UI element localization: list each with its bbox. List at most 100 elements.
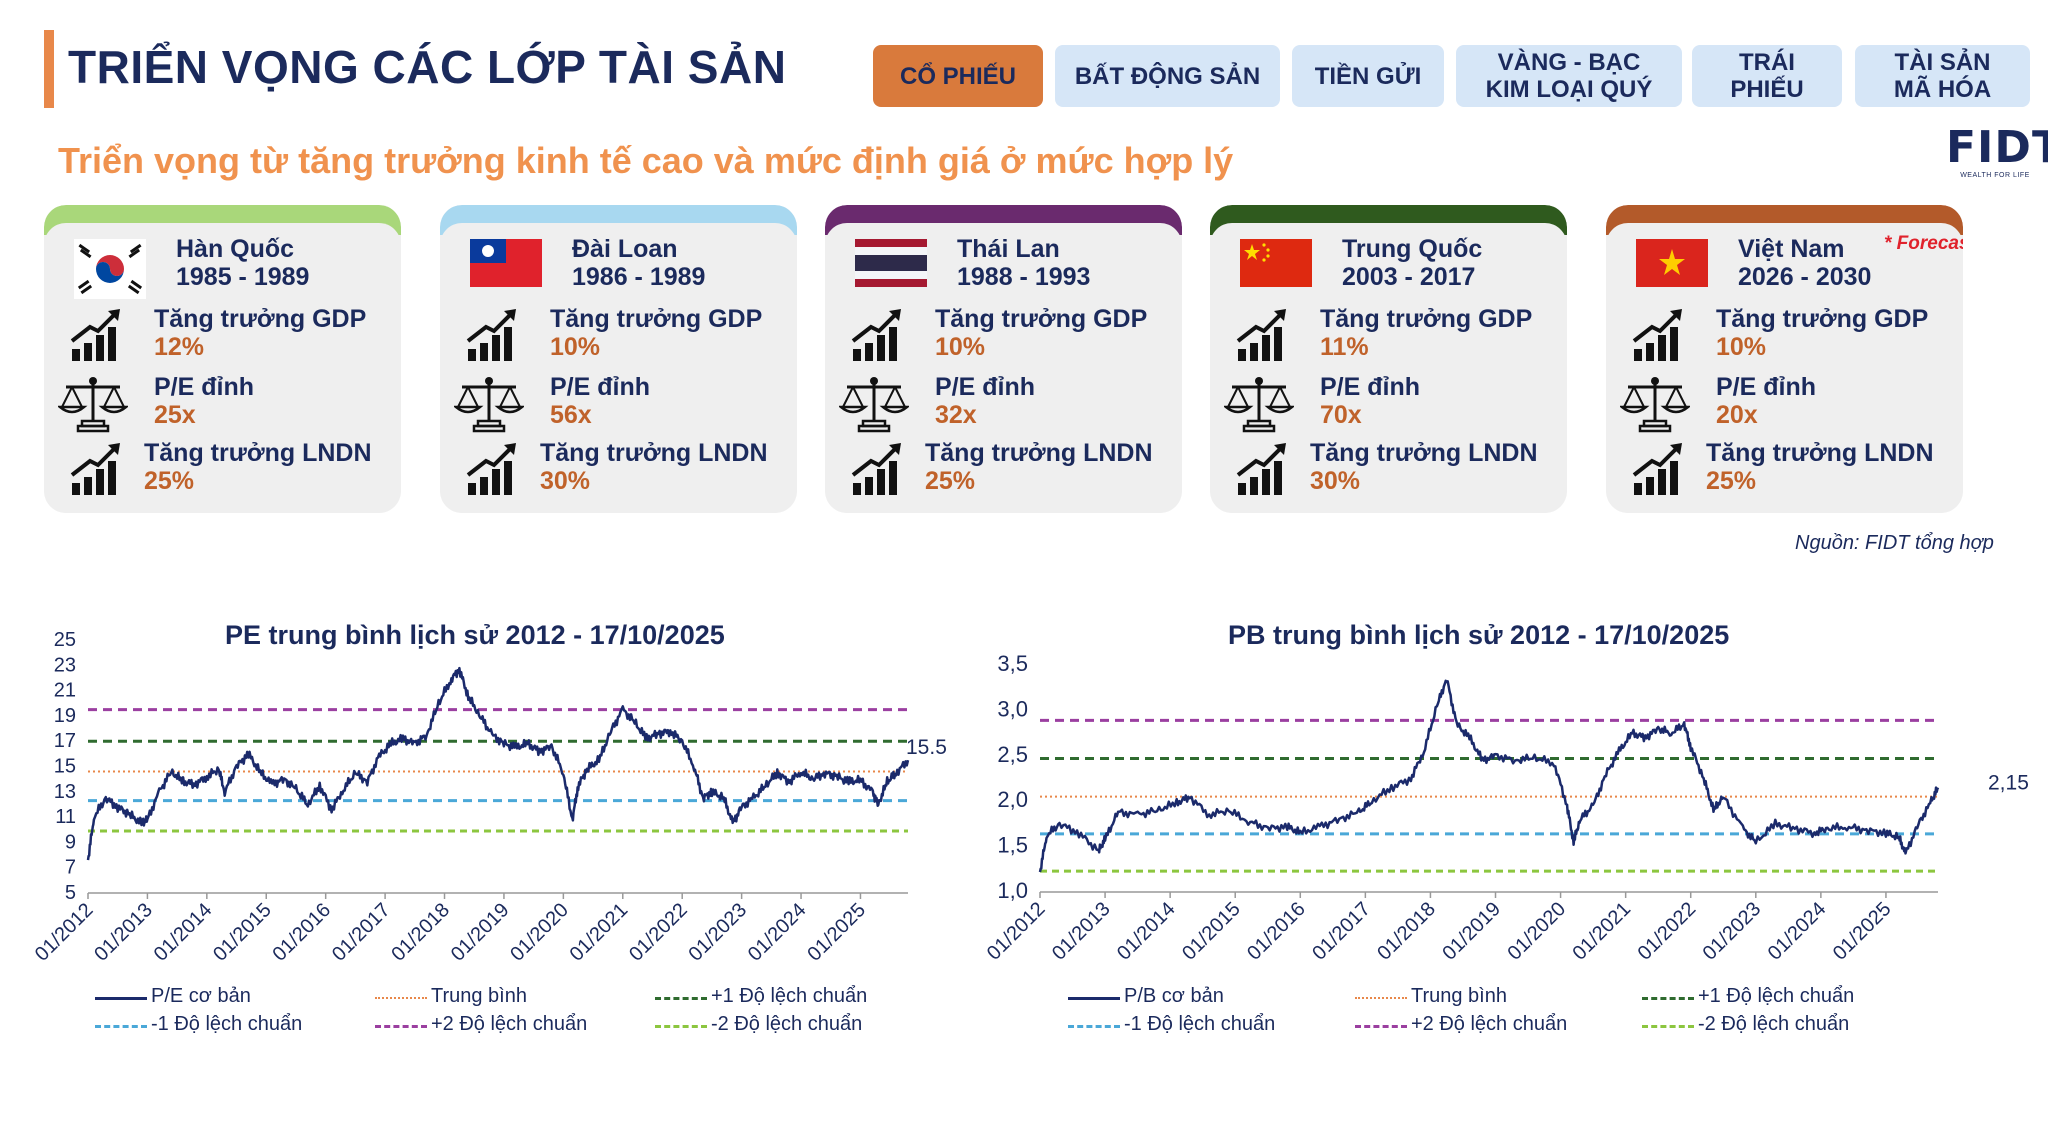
legend-label: +1 Độ lệch chuẩn xyxy=(1698,985,1855,1007)
legend-swatch xyxy=(95,1025,147,1028)
tab-vang-bac[interactable]: VÀNG - BẠC KIM LOẠI QUÝ xyxy=(1456,45,1682,107)
end-value-label: 15.5 xyxy=(906,736,947,759)
balance-scale-icon xyxy=(56,373,130,433)
profit-value: 25% xyxy=(925,467,976,495)
profit-metric: Tăng trưởng LNDN 25% xyxy=(44,439,401,499)
series-line xyxy=(86,666,910,861)
country-name: Hàn Quốc xyxy=(176,235,295,263)
tab-tien-gui[interactable]: TIỀN GỬI xyxy=(1292,45,1444,107)
legend-label: +1 Độ lệch chuẩn xyxy=(711,985,868,1007)
y-tick-label: 5 xyxy=(65,882,76,904)
x-tick-label: 01/2013 xyxy=(90,899,157,966)
legend-swatch xyxy=(1355,997,1407,999)
x-tick-label: 01/2025 xyxy=(1829,898,1896,965)
pe-value: 70x xyxy=(1320,401,1362,429)
metric-label: P/E đỉnh xyxy=(550,373,650,401)
metric-label: P/E đỉnh xyxy=(935,373,1035,401)
gdp-metric: Tăng trưởng GDP 11% xyxy=(1210,305,1567,365)
x-tick-label: 01/2012 xyxy=(31,899,98,966)
x-tick-label: 01/2015 xyxy=(1178,898,1245,965)
thailand-flag-icon xyxy=(855,239,927,287)
metric-label: Tăng trưởng LNDN xyxy=(144,439,372,467)
pe-value: 20x xyxy=(1716,401,1758,429)
country-header: Đài Loan 1986 - 1989 xyxy=(470,235,790,295)
x-tick-label: 01/2014 xyxy=(1113,898,1180,965)
gdp-value: 10% xyxy=(935,333,986,361)
profit-value: 30% xyxy=(540,467,591,495)
pe-value: 56x xyxy=(550,401,592,429)
legend-label: Trung bình xyxy=(1411,985,1507,1007)
profit-metric: Tăng trưởng LNDN 25% xyxy=(825,439,1182,499)
country-header: Hàn Quốc 1985 - 1989 xyxy=(74,235,394,299)
page-subtitle: Triển vọng từ tăng trưởng kinh tế cao và… xyxy=(58,140,1234,181)
gdp-metric: Tăng trưởng GDP 10% xyxy=(1606,305,1963,365)
growth-chart-icon xyxy=(1628,441,1690,497)
x-tick-label: 01/2023 xyxy=(1699,898,1766,965)
legend-label: Trung bình xyxy=(431,985,527,1007)
y-tick-label: 2,0 xyxy=(997,787,1028,812)
balance-scale-icon xyxy=(452,373,526,433)
pe-metric: P/E đỉnh 25x xyxy=(44,373,401,433)
y-tick-label: 25 xyxy=(54,629,76,651)
legend-swatch xyxy=(655,997,707,1000)
x-tick-label: 01/2017 xyxy=(328,899,395,966)
tab-tai-san-ma-hoa[interactable]: TÀI SẢN MÃ HÓA xyxy=(1855,45,2030,107)
tab-co-phieu[interactable]: CỔ PHIẾU xyxy=(873,45,1043,107)
taiwan-flag-icon xyxy=(470,239,542,287)
metric-label: Tăng trưởng GDP xyxy=(1320,305,1533,333)
y-tick-label: 17 xyxy=(54,730,76,752)
pb-chart: 1,01,52,02,53,03,501/201201/201301/20140… xyxy=(983,651,2029,965)
growth-chart-icon xyxy=(1232,441,1294,497)
profit-value: 25% xyxy=(144,467,195,495)
growth-chart-icon xyxy=(1628,307,1690,363)
x-tick-label: 01/2021 xyxy=(566,899,633,966)
tab-trai-phieu[interactable]: TRÁI PHIẾU xyxy=(1692,45,1842,107)
tab-bat-dong-san[interactable]: BẤT ĐỘNG SẢN xyxy=(1055,45,1280,107)
country-years: 1986 - 1989 xyxy=(572,263,706,291)
country-years: 1985 - 1989 xyxy=(176,263,310,291)
x-tick-label: 01/2013 xyxy=(1048,898,1115,965)
y-tick-label: 15 xyxy=(54,756,76,778)
x-tick-label: 01/2015 xyxy=(209,899,276,966)
y-tick-label: 19 xyxy=(54,705,76,727)
title-accent-bar xyxy=(44,30,54,108)
x-tick-label: 01/2019 xyxy=(447,899,514,966)
gdp-metric: Tăng trưởng GDP 12% xyxy=(44,305,401,365)
country-card: Trung Quốc 2003 - 2017 Tăng trưởng GDP 11% P… xyxy=(1210,205,1567,513)
profit-metric: Tăng trưởng LNDN 25% xyxy=(1606,439,1963,499)
growth-chart-icon xyxy=(462,441,524,497)
metric-label: Tăng trưởng GDP xyxy=(935,305,1148,333)
growth-chart-icon xyxy=(66,307,128,363)
y-tick-label: 9 xyxy=(65,831,76,853)
metric-label: P/E đỉnh xyxy=(1716,373,1816,401)
legend-label: P/E cơ bản xyxy=(151,985,251,1007)
legend-swatch xyxy=(1068,1025,1120,1028)
source-note: Nguồn: FIDT tổng hợp xyxy=(1795,532,1994,554)
country-years: 1988 - 1993 xyxy=(957,263,1091,291)
vietnam-flag-icon xyxy=(1636,239,1708,287)
y-tick-label: 3,5 xyxy=(997,651,1028,676)
x-tick-label: 01/2024 xyxy=(1764,898,1831,965)
y-tick-label: 13 xyxy=(54,781,76,803)
y-tick-label: 3,0 xyxy=(997,696,1028,721)
x-tick-label: 01/2018 xyxy=(1373,898,1440,965)
x-tick-label: 01/2014 xyxy=(150,899,217,966)
country-card: Hàn Quốc 1985 - 1989 Tăng trưởng GDP 12% P/E… xyxy=(44,205,401,513)
legend-label: -1 Độ lệch chuẩn xyxy=(1124,1013,1276,1035)
gdp-value: 11% xyxy=(1320,333,1369,361)
country-name: Việt Nam xyxy=(1738,235,1845,263)
x-tick-label: 01/2017 xyxy=(1308,898,1375,965)
country-name: Thái Lan xyxy=(957,235,1060,263)
korea-flag-icon xyxy=(74,239,146,299)
metric-label: Tăng trưởng LNDN xyxy=(1706,439,1934,467)
balance-scale-icon xyxy=(1222,373,1296,433)
y-tick-label: 23 xyxy=(54,654,76,676)
country-header: Trung Quốc 2003 - 2017 xyxy=(1240,235,1560,295)
profit-metric: Tăng trưởng LNDN 30% xyxy=(440,439,797,499)
fidt-logo: FIDT WEALTH FOR LIFE xyxy=(1946,126,2048,182)
growth-chart-icon xyxy=(462,307,524,363)
legend-swatch xyxy=(1068,997,1120,1000)
metric-label: Tăng trưởng LNDN xyxy=(1310,439,1538,467)
